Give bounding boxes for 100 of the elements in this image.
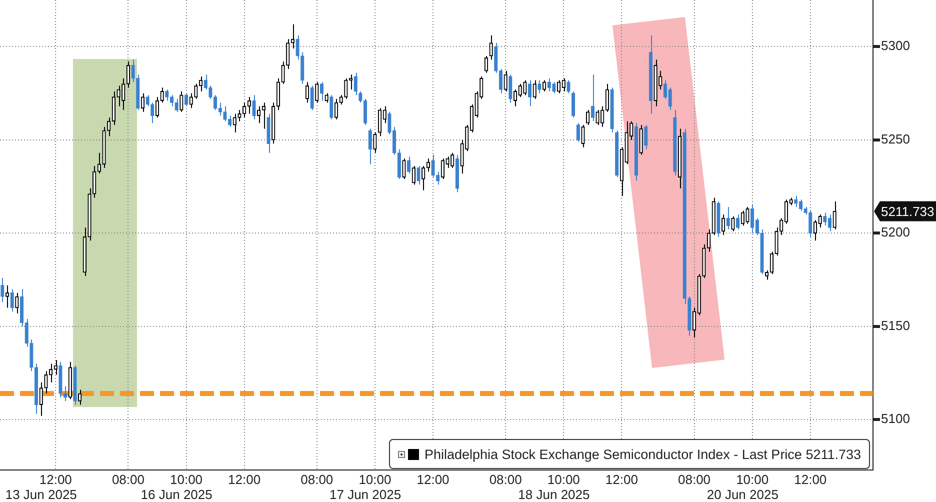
candlestick	[402, 158, 406, 180]
y-tick-label: 5100	[881, 411, 910, 426]
candlestick	[310, 85, 314, 111]
candlestick	[315, 82, 319, 104]
x-tick-label: 20 Jun 2025	[706, 487, 778, 502]
candlestick	[78, 389, 82, 406]
x-tick-label: 12:00	[794, 472, 827, 488]
candlestick	[556, 80, 561, 94]
y-tick-label: 5200	[881, 224, 910, 240]
candlestick	[586, 110, 590, 126]
candlestick	[30, 338, 34, 372]
candlestick	[131, 59, 135, 83]
candlestick	[644, 124, 648, 150]
candlestick	[296, 34, 300, 60]
candlestick	[523, 80, 527, 96]
candlestick	[126, 61, 130, 88]
candlestick	[596, 110, 600, 126]
candlestick	[508, 74, 512, 104]
candlestick	[590, 74, 595, 122]
candlestick	[146, 94, 150, 107]
candlestick	[184, 92, 188, 107]
candlestick	[122, 78, 126, 111]
candlestick	[63, 386, 68, 402]
candlestick	[378, 108, 382, 137]
candlestick	[416, 165, 420, 186]
candlestick	[174, 98, 178, 112]
candlestick	[300, 52, 304, 84]
candlestick	[731, 216, 735, 232]
candlestick	[547, 78, 551, 92]
candlestick	[252, 94, 256, 120]
x-tick-label: 18 Jun 2025	[518, 487, 590, 502]
candlestick	[339, 94, 343, 105]
candlestick	[320, 82, 324, 102]
candlestick	[571, 90, 576, 118]
candlestick	[0, 277, 4, 303]
x-tick-label: 12:00	[416, 472, 450, 488]
candlestick	[528, 80, 532, 107]
candlestick	[334, 98, 338, 120]
candlestick	[257, 106, 261, 124]
candlestick	[658, 70, 662, 90]
candlestick	[600, 106, 604, 128]
candlestick	[262, 102, 266, 130]
x-tick-label: 08:00	[112, 472, 144, 488]
candlestick	[736, 214, 740, 230]
candlestick	[213, 94, 218, 111]
x-tick-label: 10:00	[170, 472, 203, 488]
x-tick-label: 10:00	[358, 472, 392, 488]
candlestick	[639, 124, 643, 156]
candlestick	[480, 76, 484, 100]
x-tick-label: 08:00	[489, 472, 522, 488]
y-tick-label: 5150	[881, 318, 910, 333]
x-tick-label: 10:00	[736, 472, 769, 488]
candlestick	[330, 94, 334, 120]
candlestick	[808, 210, 812, 238]
x-tick-label: 08:00	[300, 472, 334, 488]
candlestick	[170, 94, 174, 107]
candlestick	[406, 156, 411, 174]
candlestick	[397, 148, 401, 180]
candlestick	[286, 38, 290, 70]
candlestick	[189, 92, 193, 109]
candlestick	[373, 132, 377, 154]
candlestick	[412, 165, 416, 186]
y-tick-label: 5250	[881, 131, 910, 146]
candlestick	[354, 72, 358, 96]
x-tick-label: 08:00	[678, 472, 711, 488]
candlestick	[180, 90, 184, 112]
candlestick	[92, 165, 96, 198]
candlestick	[10, 288, 14, 312]
candlestick	[150, 102, 154, 124]
x-tick-label: 13 Jun 2025	[5, 487, 77, 502]
candlestick	[538, 80, 542, 94]
candlestick	[15, 292, 19, 314]
candlestick	[450, 152, 454, 168]
candlestick	[228, 115, 232, 128]
candlestick	[460, 139, 464, 174]
candlestick	[813, 220, 818, 242]
candlestick	[832, 200, 836, 230]
x-tick-label: 12:00	[605, 472, 638, 488]
candlestick	[5, 284, 10, 308]
candlestick	[532, 80, 536, 100]
candlestick	[504, 70, 508, 92]
candlestick	[581, 124, 585, 148]
legend-label: Philadelphia Stock Exchange Semiconductor Index - Last Price 5211.733	[424, 446, 861, 462]
candlestick	[489, 34, 493, 60]
candlestick	[440, 158, 445, 180]
candlestick	[513, 89, 518, 107]
y-tick-label: 5300	[881, 38, 910, 54]
candlestick	[232, 113, 236, 133]
x-tick-label: 16 Jun 2025	[140, 487, 212, 502]
candlestick	[39, 382, 43, 416]
candlestick	[116, 85, 120, 107]
candlestick	[281, 61, 285, 84]
candlestick	[324, 92, 328, 104]
candlestick	[828, 214, 832, 232]
candlestick	[368, 128, 372, 165]
text: 5211.733	[881, 204, 934, 219]
x-tick-label: 12:00	[39, 472, 72, 488]
candlestick	[165, 89, 169, 102]
candlestick	[552, 82, 556, 94]
candlestick	[576, 122, 580, 142]
